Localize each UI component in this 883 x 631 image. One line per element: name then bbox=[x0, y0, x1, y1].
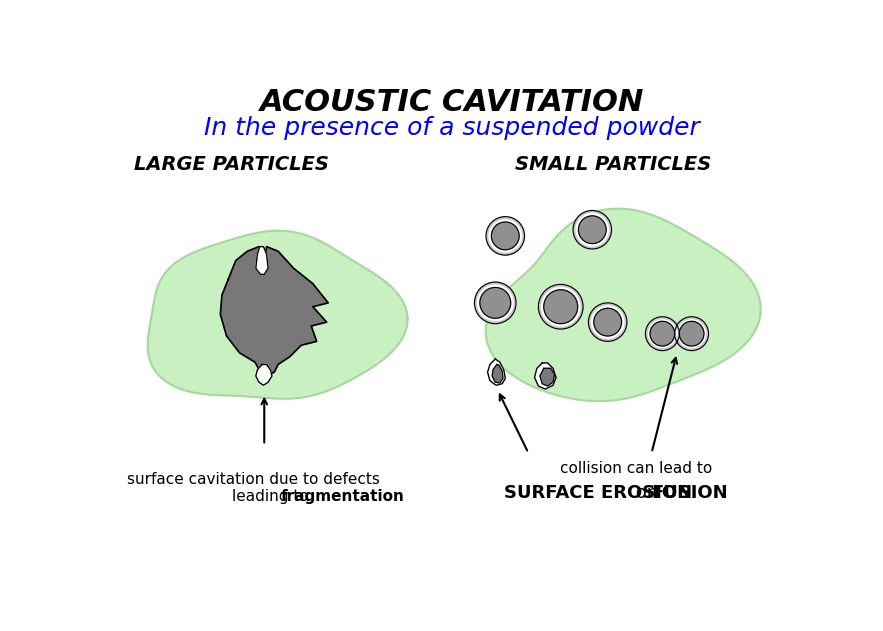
Circle shape bbox=[573, 211, 612, 249]
Circle shape bbox=[679, 321, 704, 346]
Circle shape bbox=[492, 222, 519, 250]
Polygon shape bbox=[147, 231, 408, 399]
Circle shape bbox=[541, 288, 580, 326]
Polygon shape bbox=[540, 369, 555, 386]
Text: LARGE PARTICLES: LARGE PARTICLES bbox=[134, 155, 329, 174]
Circle shape bbox=[478, 285, 513, 321]
Circle shape bbox=[675, 317, 708, 351]
Circle shape bbox=[650, 321, 675, 346]
Text: ACOUSTIC CAVITATION: ACOUSTIC CAVITATION bbox=[260, 88, 645, 117]
Circle shape bbox=[594, 309, 622, 336]
Circle shape bbox=[486, 216, 525, 255]
Polygon shape bbox=[492, 365, 503, 383]
Polygon shape bbox=[486, 209, 760, 401]
Text: collision can lead to: collision can lead to bbox=[560, 461, 713, 476]
Text: In the presence of a suspended powder: In the presence of a suspended powder bbox=[204, 116, 700, 140]
Text: SURFACE EROSION: SURFACE EROSION bbox=[503, 484, 692, 502]
Circle shape bbox=[539, 285, 583, 329]
Polygon shape bbox=[221, 247, 328, 376]
Text: FUSION: FUSION bbox=[652, 484, 728, 502]
Circle shape bbox=[479, 288, 510, 318]
Circle shape bbox=[474, 282, 516, 324]
Circle shape bbox=[544, 290, 577, 324]
Circle shape bbox=[588, 303, 627, 341]
Circle shape bbox=[678, 320, 706, 348]
Text: or: or bbox=[630, 484, 666, 502]
Polygon shape bbox=[534, 363, 556, 389]
Polygon shape bbox=[487, 359, 505, 386]
Circle shape bbox=[592, 306, 624, 338]
Text: fragmentation: fragmentation bbox=[281, 490, 404, 504]
Circle shape bbox=[648, 320, 676, 348]
Text: surface cavitation due to defects: surface cavitation due to defects bbox=[127, 473, 380, 488]
Polygon shape bbox=[256, 247, 268, 274]
Circle shape bbox=[645, 317, 679, 351]
Circle shape bbox=[578, 216, 606, 244]
Text: SMALL PARTICLES: SMALL PARTICLES bbox=[515, 155, 711, 174]
Circle shape bbox=[489, 220, 522, 252]
Text: leading to: leading to bbox=[232, 490, 313, 504]
Circle shape bbox=[576, 213, 608, 246]
Polygon shape bbox=[256, 365, 272, 386]
